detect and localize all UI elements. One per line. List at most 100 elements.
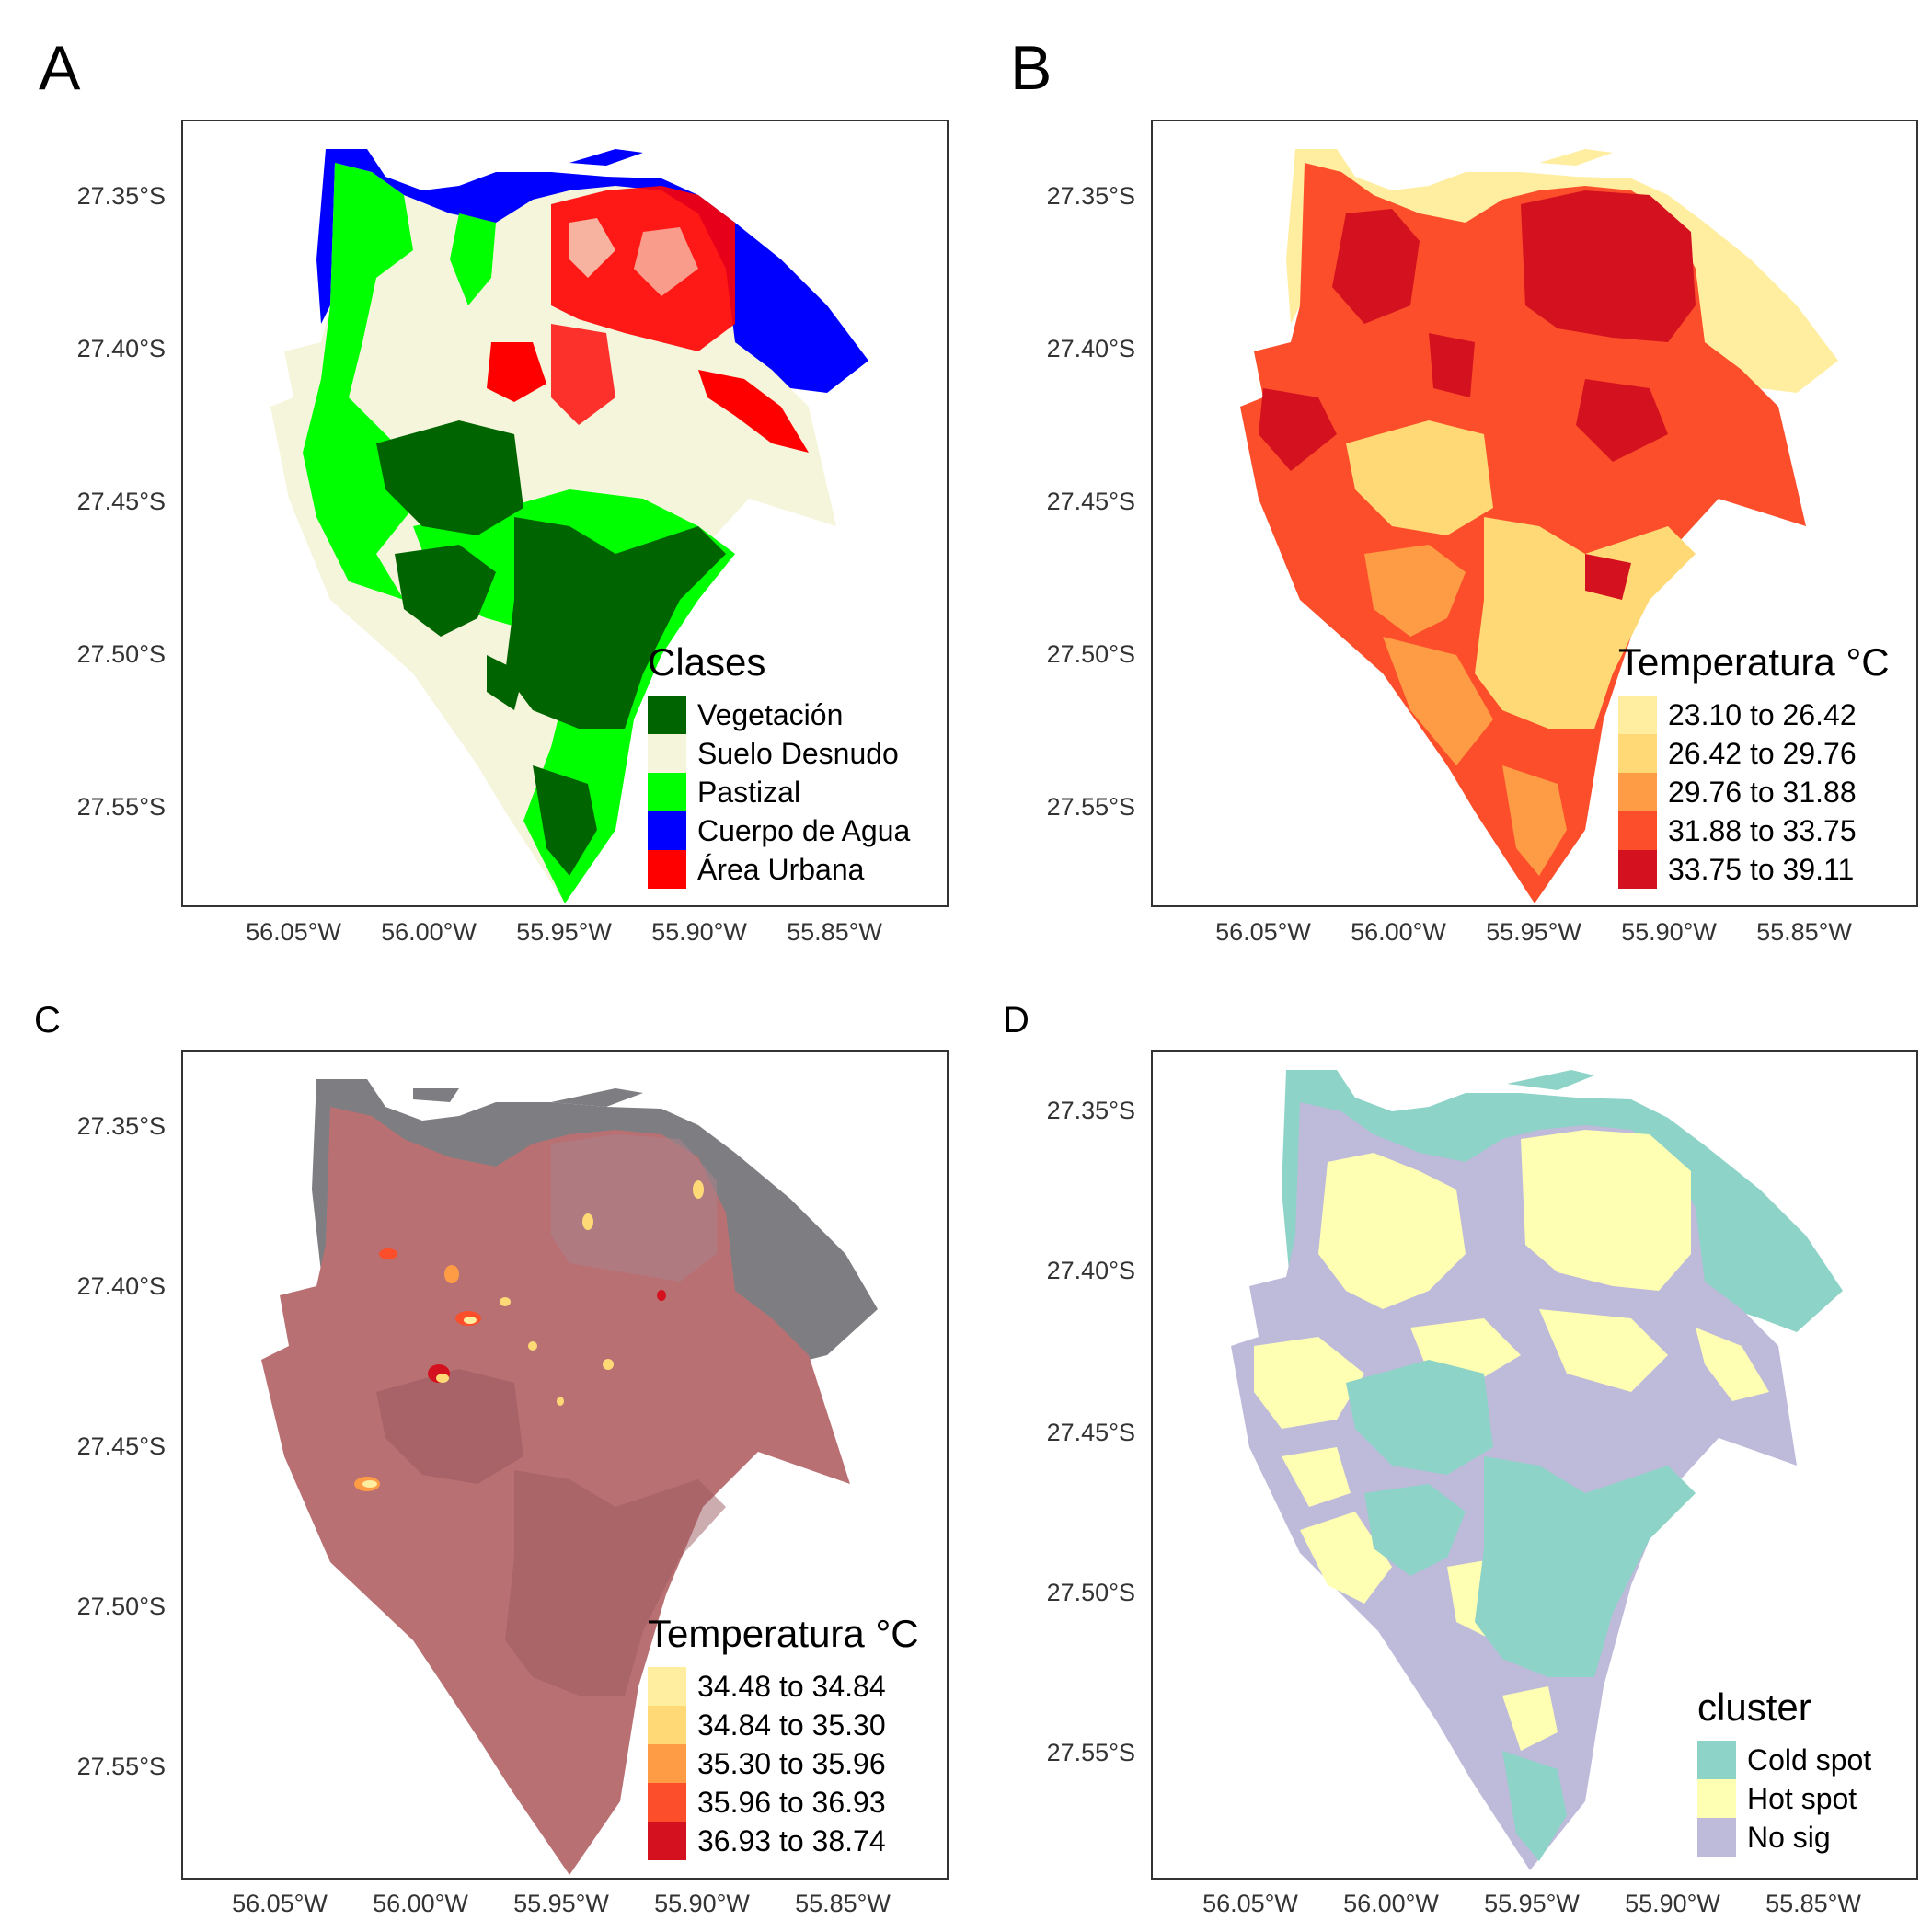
legend-item: 35.30 to 35.96 — [648, 1744, 919, 1783]
panel-a-xtick: 55.95°W — [516, 918, 612, 946]
legend-swatch — [648, 734, 686, 773]
legend-item: Vegetación — [648, 696, 910, 734]
legend-swatch — [648, 1822, 686, 1860]
panel-a-water-islet — [569, 149, 643, 166]
panel-c-xtick: 56.00°W — [373, 1890, 468, 1917]
panel-c-xtick: 55.90°W — [654, 1890, 750, 1917]
panel-a-ytick: 27.40°S — [76, 335, 166, 362]
legend-label: Cold spot — [1747, 1742, 1872, 1777]
legend-label: Hot spot — [1747, 1781, 1857, 1815]
panel-d-ytick: 27.55°S — [1046, 1739, 1135, 1766]
legend-item: 35.96 to 36.93 — [648, 1783, 919, 1822]
panel-c-ytick: 27.55°S — [76, 1753, 166, 1780]
panel-c-map-svg — [261, 1079, 878, 1875]
panel-b-map-svg — [1240, 149, 1838, 903]
legend-item: 26.42 to 29.76 — [1618, 734, 1890, 773]
legend-item: Área Urbana — [648, 850, 910, 889]
panel-d-xtick: 55.85°W — [1765, 1890, 1861, 1917]
legend-label: 31.88 to 33.75 — [1668, 813, 1857, 847]
panel-b-ytick: 27.45°S — [1046, 488, 1135, 515]
legend-item: 34.84 to 35.30 — [648, 1706, 919, 1744]
panel-d-xtick: 56.00°W — [1343, 1890, 1439, 1917]
legend-title: Temperatura °C — [1618, 640, 1890, 684]
panel-b-map — [1151, 120, 1918, 907]
panel-a-legend: Clases Vegetación Suelo Desnudo Pastizal… — [648, 640, 910, 889]
legend-item: 36.93 to 38.74 — [648, 1822, 919, 1860]
legend-title: Temperatura °C — [648, 1612, 919, 1655]
legend-swatch — [1618, 850, 1657, 889]
legend-label: No sig — [1747, 1820, 1831, 1854]
legend-item: No sig — [1697, 1818, 1871, 1857]
legend-title: cluster — [1697, 1685, 1811, 1729]
panel-d-cold-spot-land — [1346, 1360, 1493, 1475]
panel-d-xtick: 56.05°W — [1202, 1890, 1298, 1917]
legend-title: Clases — [648, 640, 766, 684]
panel-a-ytick: 27.50°S — [76, 640, 166, 668]
legend-swatch — [648, 1783, 686, 1822]
legend-swatch — [1618, 696, 1657, 734]
legend-label: 36.93 to 38.74 — [697, 1823, 886, 1857]
panel-d-xtick: 55.95°W — [1484, 1890, 1580, 1917]
legend-label: 34.48 to 34.84 — [697, 1669, 886, 1703]
legend-swatch — [648, 1744, 686, 1783]
panel-a-map — [181, 120, 949, 907]
legend-swatch — [648, 1706, 686, 1744]
legend-swatch — [648, 811, 686, 850]
panel-c-legend: Temperatura °C 34.48 to 34.84 34.84 to 3… — [648, 1612, 919, 1860]
legend-swatch — [648, 850, 686, 889]
panel-c-letter: C — [34, 1000, 61, 1041]
legend-label: 26.42 to 29.76 — [1668, 736, 1857, 770]
panel-b-hot-zone — [1521, 190, 1696, 342]
panel-b-xtick: 56.00°W — [1351, 918, 1446, 946]
panel-c-hotspots — [354, 1180, 704, 1491]
legend-item: Suelo Desnudo — [648, 734, 910, 773]
panel-a-xtick: 55.90°W — [651, 918, 747, 946]
legend-swatch — [1618, 734, 1657, 773]
legend-label: Cuerpo de Agua — [697, 813, 911, 847]
panel-c-map — [181, 1050, 949, 1880]
legend-item: Cuerpo de Agua — [648, 811, 910, 850]
legend-swatch — [1618, 811, 1657, 850]
legend-item: 29.76 to 31.88 — [1618, 773, 1890, 811]
panel-b-legend: Temperatura °C 23.10 to 26.42 26.42 to 2… — [1618, 640, 1890, 889]
panel-b-ytick: 27.50°S — [1046, 640, 1135, 668]
legend-label: 34.84 to 35.30 — [697, 1708, 886, 1742]
legend-label: Pastizal — [697, 775, 801, 809]
panel-d-ytick: 27.45°S — [1046, 1419, 1135, 1446]
panel-b-xtick: 56.05°W — [1215, 918, 1311, 946]
panel-c-ytick: 27.35°S — [76, 1112, 166, 1140]
panel-a-xtick: 56.00°W — [381, 918, 477, 946]
panel-b-mild-zone — [1346, 420, 1493, 535]
legend-item: 33.75 to 39.11 — [1618, 850, 1890, 889]
legend-swatch — [1697, 1818, 1736, 1857]
legend-item: 34.48 to 34.84 — [648, 1667, 919, 1706]
legend-label: Suelo Desnudo — [697, 736, 899, 770]
legend-item: 23.10 to 26.42 — [1618, 696, 1890, 734]
legend-swatch — [648, 1667, 686, 1706]
panel-d-map — [1151, 1050, 1918, 1880]
panel-b-letter: B — [1010, 33, 1052, 103]
legend-label: 29.76 to 31.88 — [1668, 775, 1857, 809]
panel-c-ytick: 27.45°S — [76, 1432, 166, 1460]
panel-c-ytick: 27.50°S — [76, 1593, 166, 1620]
panel-d-ytick: 27.35°S — [1046, 1097, 1135, 1124]
legend-swatch — [648, 773, 686, 811]
panel-a-vegetation — [376, 420, 523, 535]
panel-b-xtick: 55.85°W — [1756, 918, 1852, 946]
panel-a-ytick: 27.35°S — [76, 182, 166, 210]
legend-swatch — [648, 696, 686, 734]
panel-d-letter: D — [1003, 1000, 1029, 1041]
legend-label: 35.30 to 35.96 — [697, 1746, 886, 1780]
legend-label: Área Urbana — [697, 852, 865, 886]
panel-b-ytick: 27.40°S — [1046, 335, 1135, 362]
panel-d-ytick: 27.40°S — [1046, 1257, 1135, 1284]
legend-label: 35.96 to 36.93 — [697, 1785, 886, 1819]
panel-d-map-svg — [1231, 1070, 1843, 1870]
legend-swatch — [1697, 1779, 1736, 1818]
legend-item: 31.88 to 33.75 — [1618, 811, 1890, 850]
legend-item: Cold spot — [1697, 1741, 1871, 1779]
panel-b-xtick: 55.90°W — [1621, 918, 1717, 946]
panel-c-xtick: 56.05°W — [232, 1890, 328, 1917]
legend-swatch — [1697, 1741, 1736, 1779]
panel-c-ytick: 27.40°S — [76, 1272, 166, 1300]
